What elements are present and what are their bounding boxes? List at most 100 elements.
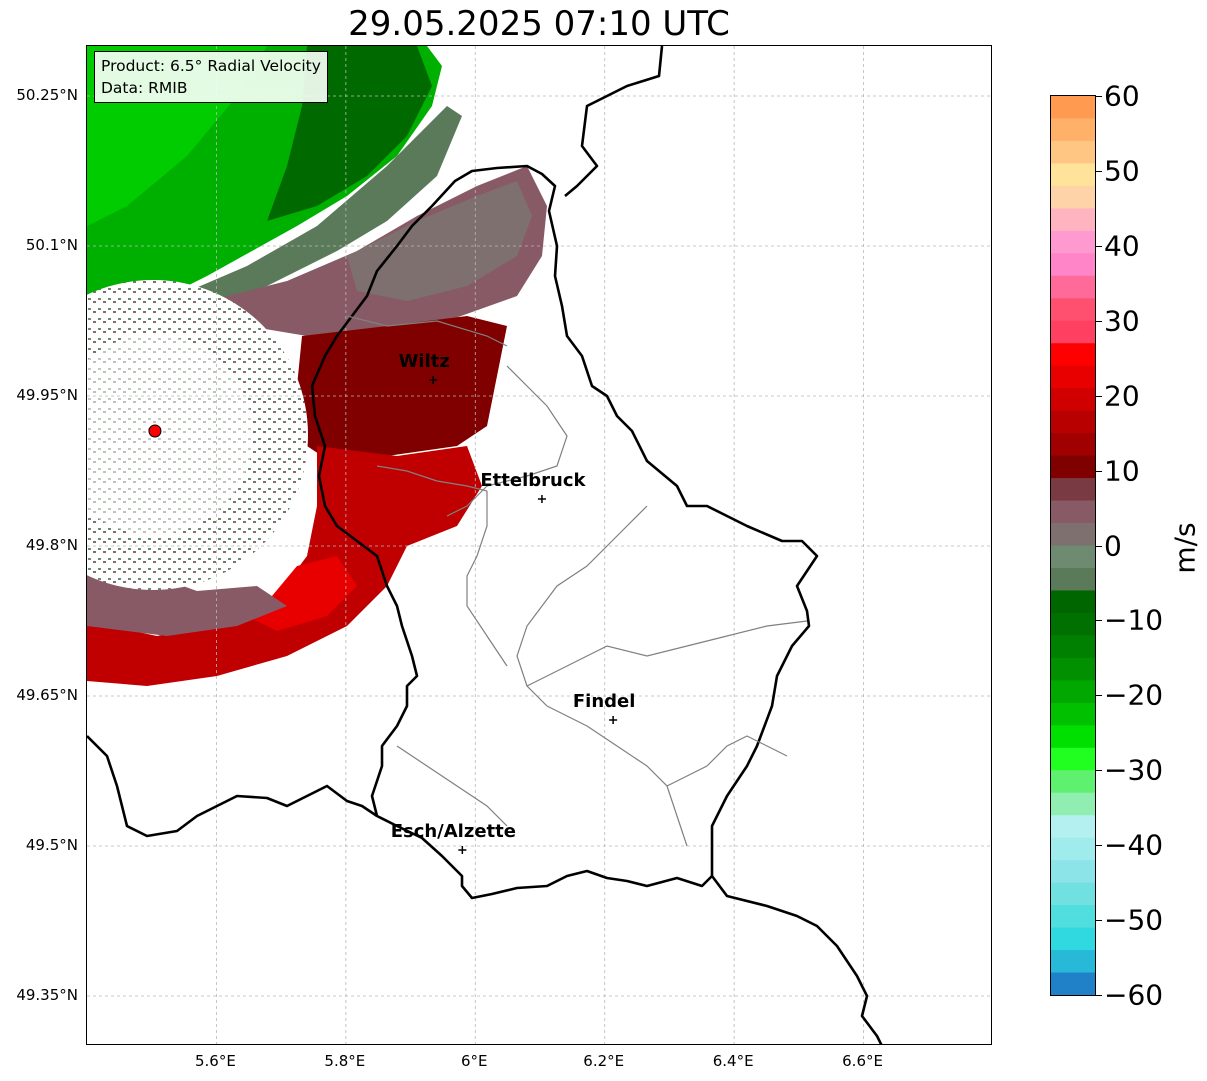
canton-border [666,735,788,787]
colorbar-segment [1051,905,1095,929]
colorbar-tick-label: −10 [1104,603,1164,637]
colorbar [1050,95,1096,996]
city-marker-icon[interactable] [609,716,618,724]
colorbar-segment [1051,545,1095,569]
canton-border [376,465,488,492]
colorbar-segment [1051,567,1095,591]
colorbar-tickmark [1096,995,1102,996]
product-info-box: Product: 6.5° Radial Velocity Data: RMIB [94,51,328,103]
colorbar-segment [1051,725,1095,749]
colorbar-tickmark [1096,470,1102,472]
colorbar-segment [1051,343,1095,367]
colorbar-segment [1051,275,1095,299]
longitude-tick-label: 5.6°E [195,1052,236,1070]
colorbar-segment [1051,410,1095,434]
colorbar-tick-label: −30 [1104,753,1164,787]
colorbar-tick-label: 60 [1104,79,1140,113]
luxembourg-border [310,164,819,900]
colorbar-segment [1051,230,1095,254]
colorbar-tick-label: −40 [1104,828,1164,862]
colorbar-tickmark [1096,845,1102,847]
colorbar-tickmark [1096,245,1102,247]
colorbar-segment [1051,163,1095,187]
latitude-tick-label: 49.95°N [16,386,78,404]
colorbar-segment [1051,702,1095,726]
colorbar-tickmark [1096,170,1102,172]
colorbar-tickmark [1096,545,1102,547]
colorbar-segment [1051,96,1095,119]
colorbar-segment [1051,950,1095,974]
city-label: Ettelbruck [480,470,586,491]
colorbar-segment [1051,612,1095,636]
velocity-region-gray-green [147,106,462,316]
city-marker-icon[interactable] [429,376,438,384]
canton-border [346,315,508,347]
colorbar-segment [1051,927,1095,951]
city-label: Wiltz [398,351,450,372]
colorbar-tickmark [1096,96,1102,97]
canton-border [466,491,508,667]
city-markers [429,376,618,854]
colorbar-tick-label: 40 [1104,229,1140,263]
germany-belgium-border [564,46,664,197]
colorbar-segment [1051,815,1095,839]
latitude-tick-label: 49.5°N [25,836,78,854]
city-marker-icon[interactable] [458,846,467,854]
city-label: Esch/Alzette [390,821,516,842]
colorbar-segment [1051,388,1095,412]
city-marker-icon[interactable] [537,495,546,503]
canton-border [446,365,568,517]
colorbar-segment [1051,140,1095,164]
colorbar-segment [1051,455,1095,479]
city-label: Findel [572,691,636,712]
colorbar-segment [1051,208,1095,232]
latitude-tick-label: 49.35°N [16,986,78,1004]
france-belgium-border [87,735,378,838]
canton-border [526,620,808,687]
colorbar-tickmark [1096,920,1102,922]
colorbar-tick-label: −50 [1104,903,1164,937]
latitude-tick-label: 50.25°N [16,86,78,104]
latitude-tick-label: 49.8°N [25,536,78,554]
longitude-tick-label: 5.8°E [324,1052,366,1070]
colorbar-tick-label: 0 [1104,529,1122,562]
velocity-region-red [87,446,482,686]
velocity-region-dark-red [297,316,507,466]
colorbar-segment [1051,837,1095,861]
radar-velocity-field [87,46,547,686]
colorbar-segment [1051,365,1095,389]
colorbar-segment [1051,523,1095,546]
colorbar-segment [1051,635,1095,659]
colorbar-tickmark [1096,395,1102,397]
radar-map-canvas [87,46,991,1044]
colorbar-tickmark [1096,770,1102,772]
colorbar-segment [1051,657,1095,681]
colorbar-segment [1051,478,1095,502]
colorbar-segment [1051,882,1095,906]
radar-site-icon[interactable] [148,424,162,438]
colorbar-segment [1051,253,1095,277]
product-label: Product: 6.5° Radial Velocity [101,57,321,75]
latitude-tick-label: 50.1°N [25,236,78,254]
colorbar-tickmark [1096,320,1102,322]
data-source-label: Data: RMIB [101,79,188,97]
radar-map[interactable] [86,45,992,1045]
country-borders [87,46,883,1044]
colorbar-tickmark [1096,695,1102,697]
velocity-region-mauve-light [347,181,532,301]
longitude-tick-label: 6.2°E [583,1052,625,1070]
colorbar-segment [1051,860,1095,884]
colorbar-segment [1051,770,1095,794]
map-title: 29.05.2025 07:10 UTC [348,4,730,44]
colorbar-tickmark [1096,620,1102,622]
colorbar-segment [1051,792,1095,816]
colorbar-unit-label: m/s [1168,522,1202,574]
colorbar-tick-label: 10 [1104,454,1140,488]
colorbar-segment [1051,118,1095,142]
colorbar-segment [1051,298,1095,322]
latitude-tick-label: 49.65°N [16,686,78,704]
canton-borders [346,315,808,847]
canton-border [516,505,648,707]
colorbar-segment [1051,680,1095,704]
colorbar-tick-label: −60 [1104,978,1164,1012]
